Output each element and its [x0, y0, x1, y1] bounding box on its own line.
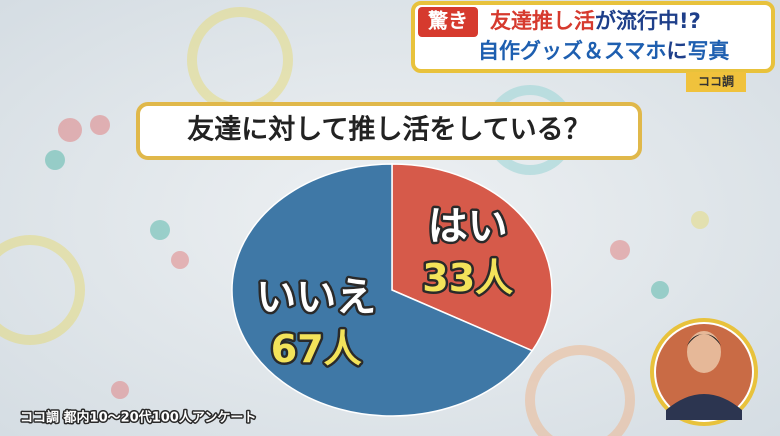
headline-box: 驚き 友達推し活が流行中!? 自作グッズ＆スマホに写真 ココ調 — [411, 1, 775, 92]
headline-part: が流行中!? — [595, 9, 701, 33]
chart-title: 友達に対して推し活をしている？ — [187, 115, 590, 146]
badge: 驚き — [427, 9, 468, 33]
headline-part: に — [666, 39, 687, 63]
headline-part: 写真 — [687, 39, 729, 63]
headline-line1: 友達推し活が流行中!? — [490, 9, 701, 33]
source: ココ調 都内10～20代100人アンケート — [20, 410, 256, 426]
slice-name: はい — [428, 204, 508, 250]
headline-part: 友達推し活 — [490, 9, 595, 33]
presenter — [650, 318, 758, 426]
decor — [0, 7, 709, 436]
pie: はい 33人 いいえ 67人 — [231, 163, 553, 417]
slice-value: 67人 — [271, 327, 362, 371]
logo: ココ調 — [698, 74, 734, 89]
pie-slice — [231, 163, 534, 417]
headline-part: 自作グッズ＆スマホ — [478, 39, 666, 63]
slice-value: 33人 — [422, 256, 513, 300]
slice-name: いいえ — [256, 274, 376, 320]
pie-slice — [391, 163, 553, 352]
headline-line2: 自作グッズ＆スマホに写真 — [478, 39, 729, 63]
title-banner: 友達に対して推し活をしている？ — [136, 102, 642, 160]
